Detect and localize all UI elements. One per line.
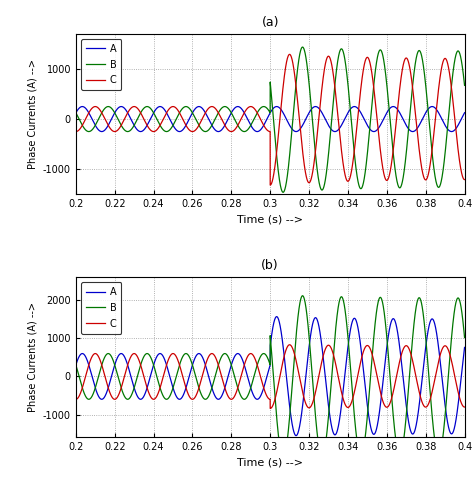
Y-axis label: Phase Currents (A) -->: Phase Currents (A) -->	[27, 302, 37, 412]
Legend: A, B, C: A, B, C	[81, 39, 121, 90]
B	[321, 449, 327, 455]
C	[383, 177, 389, 183]
C	[363, 57, 368, 63]
A	[391, 104, 396, 109]
A	[293, 433, 299, 438]
A	[464, 107, 469, 113]
B	[280, 455, 286, 461]
B	[363, 167, 368, 173]
C	[464, 174, 469, 179]
C	[304, 403, 310, 409]
C	[287, 342, 292, 347]
B	[214, 366, 220, 372]
A	[214, 128, 220, 134]
C	[321, 68, 327, 74]
B	[280, 190, 286, 195]
C	[287, 52, 292, 57]
A	[274, 313, 280, 319]
C	[321, 350, 327, 356]
Legend: A, B, C: A, B, C	[81, 282, 121, 333]
B	[464, 357, 469, 363]
A	[214, 396, 220, 402]
B	[92, 122, 98, 128]
B	[363, 432, 368, 437]
A	[73, 362, 79, 368]
B	[304, 313, 310, 319]
Line: A: A	[76, 316, 466, 435]
Line: C: C	[76, 54, 466, 185]
A	[383, 111, 389, 117]
A	[464, 331, 469, 337]
C	[73, 397, 79, 402]
C	[464, 402, 469, 408]
Y-axis label: Phase Currents (A) -->: Phase Currents (A) -->	[27, 59, 37, 169]
C	[92, 350, 98, 356]
B	[73, 362, 79, 368]
A	[92, 385, 98, 391]
B	[300, 44, 305, 50]
Title: (b): (b)	[261, 259, 279, 272]
C	[267, 405, 273, 411]
C	[363, 344, 368, 350]
A	[92, 123, 98, 129]
A	[304, 114, 310, 120]
A	[410, 129, 416, 135]
Line: C: C	[76, 345, 466, 408]
B	[383, 78, 389, 84]
C	[92, 104, 98, 109]
Line: A: A	[76, 106, 466, 132]
C	[304, 177, 310, 183]
A	[363, 387, 368, 393]
A	[321, 363, 327, 369]
C	[73, 129, 79, 135]
A	[304, 362, 310, 367]
X-axis label: Time (s) -->: Time (s) -->	[237, 458, 303, 468]
C	[383, 404, 389, 410]
B	[92, 384, 98, 390]
Line: B: B	[76, 47, 466, 192]
C	[267, 182, 273, 188]
B	[304, 63, 310, 69]
A	[73, 110, 79, 116]
Title: (a): (a)	[262, 16, 279, 29]
A	[321, 114, 327, 120]
B	[321, 183, 327, 189]
B	[300, 293, 305, 298]
B	[383, 330, 389, 335]
B	[464, 102, 469, 108]
B	[214, 112, 220, 118]
C	[214, 108, 220, 114]
B	[73, 110, 79, 116]
X-axis label: Time (s) -->: Time (s) -->	[237, 214, 303, 225]
Line: B: B	[76, 295, 466, 458]
A	[383, 348, 389, 354]
C	[214, 359, 220, 364]
A	[363, 119, 368, 124]
